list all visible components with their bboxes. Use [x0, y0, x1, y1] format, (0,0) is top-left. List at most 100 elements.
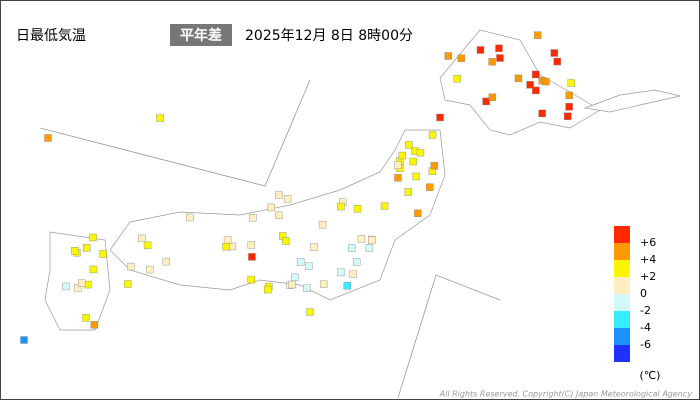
station	[398, 151, 407, 160]
station	[319, 280, 328, 288]
station	[247, 275, 256, 284]
station	[349, 270, 357, 278]
badge-bg	[170, 24, 232, 46]
legend-swatch	[614, 345, 630, 362]
station	[305, 262, 313, 270]
station	[453, 75, 461, 83]
station	[90, 321, 98, 329]
station	[296, 258, 305, 266]
station	[282, 237, 290, 245]
legend-label: -2	[640, 304, 651, 317]
legend-swatch	[614, 311, 630, 328]
station	[514, 74, 523, 83]
station	[394, 161, 402, 169]
station	[409, 157, 417, 166]
station	[414, 209, 422, 217]
station	[565, 103, 573, 111]
station	[482, 97, 490, 106]
station	[532, 70, 540, 79]
station	[71, 247, 79, 255]
station	[222, 243, 230, 251]
station	[186, 213, 194, 222]
station	[532, 86, 540, 95]
station	[412, 172, 420, 181]
station	[534, 31, 542, 39]
station	[138, 234, 146, 243]
legend-unit: (℃)	[640, 369, 661, 382]
legend-label: +2	[640, 270, 656, 283]
station	[526, 81, 534, 89]
station	[488, 93, 497, 101]
station	[565, 91, 573, 100]
station	[162, 257, 170, 266]
legend-swatch	[614, 294, 630, 311]
station	[495, 44, 503, 53]
station	[457, 54, 466, 62]
station	[405, 141, 413, 149]
station	[77, 279, 86, 287]
station	[263, 285, 272, 294]
station	[380, 202, 389, 210]
legend-swatch	[614, 226, 630, 243]
station	[247, 241, 255, 249]
legend-swatch	[614, 260, 630, 277]
station	[249, 214, 257, 222]
station	[538, 109, 546, 118]
title: 日最低気温	[16, 28, 86, 44]
station	[275, 191, 283, 199]
station	[542, 77, 550, 86]
station	[143, 241, 152, 250]
station	[306, 308, 314, 316]
station	[89, 233, 97, 242]
station	[394, 174, 402, 182]
station	[291, 273, 299, 282]
station	[426, 183, 434, 191]
station	[267, 203, 275, 212]
station	[353, 258, 361, 266]
legend: +6 +4 +2 0 -2 -4 -6	[614, 226, 656, 362]
stations	[20, 31, 575, 344]
legend-label: +4	[640, 253, 656, 266]
station	[83, 244, 91, 252]
station	[353, 205, 362, 213]
station	[99, 250, 107, 258]
station	[404, 188, 412, 196]
station	[20, 336, 28, 344]
station	[156, 114, 164, 122]
legend-swatch	[614, 328, 630, 345]
station	[416, 148, 425, 157]
station	[430, 162, 439, 170]
badge: 平年差	[180, 27, 222, 44]
legend-label: -6	[640, 338, 651, 351]
station	[123, 280, 132, 288]
station	[62, 282, 70, 291]
station	[318, 220, 327, 229]
legend-swatch	[614, 277, 630, 294]
station	[248, 253, 256, 261]
station	[365, 244, 374, 252]
station	[146, 265, 154, 274]
copyright: All Rights Reserved, Copyright(C) Japan …	[439, 390, 693, 399]
timestamp: 2025年12月 8日 8時00分	[245, 28, 413, 44]
station	[488, 58, 496, 66]
station	[74, 284, 82, 292]
station	[310, 243, 318, 251]
station	[348, 244, 356, 252]
legend-label: +6	[640, 236, 656, 249]
station	[368, 236, 376, 245]
station	[82, 314, 90, 322]
station	[223, 236, 232, 244]
station	[553, 57, 561, 66]
station	[436, 113, 444, 122]
station	[337, 202, 345, 211]
station	[228, 242, 237, 251]
station	[357, 235, 366, 243]
station	[496, 54, 504, 62]
station	[89, 265, 98, 274]
station	[283, 195, 292, 203]
station	[476, 46, 485, 54]
station	[127, 262, 135, 271]
station	[563, 112, 572, 120]
station	[44, 134, 52, 142]
legend-swatch	[614, 243, 630, 260]
